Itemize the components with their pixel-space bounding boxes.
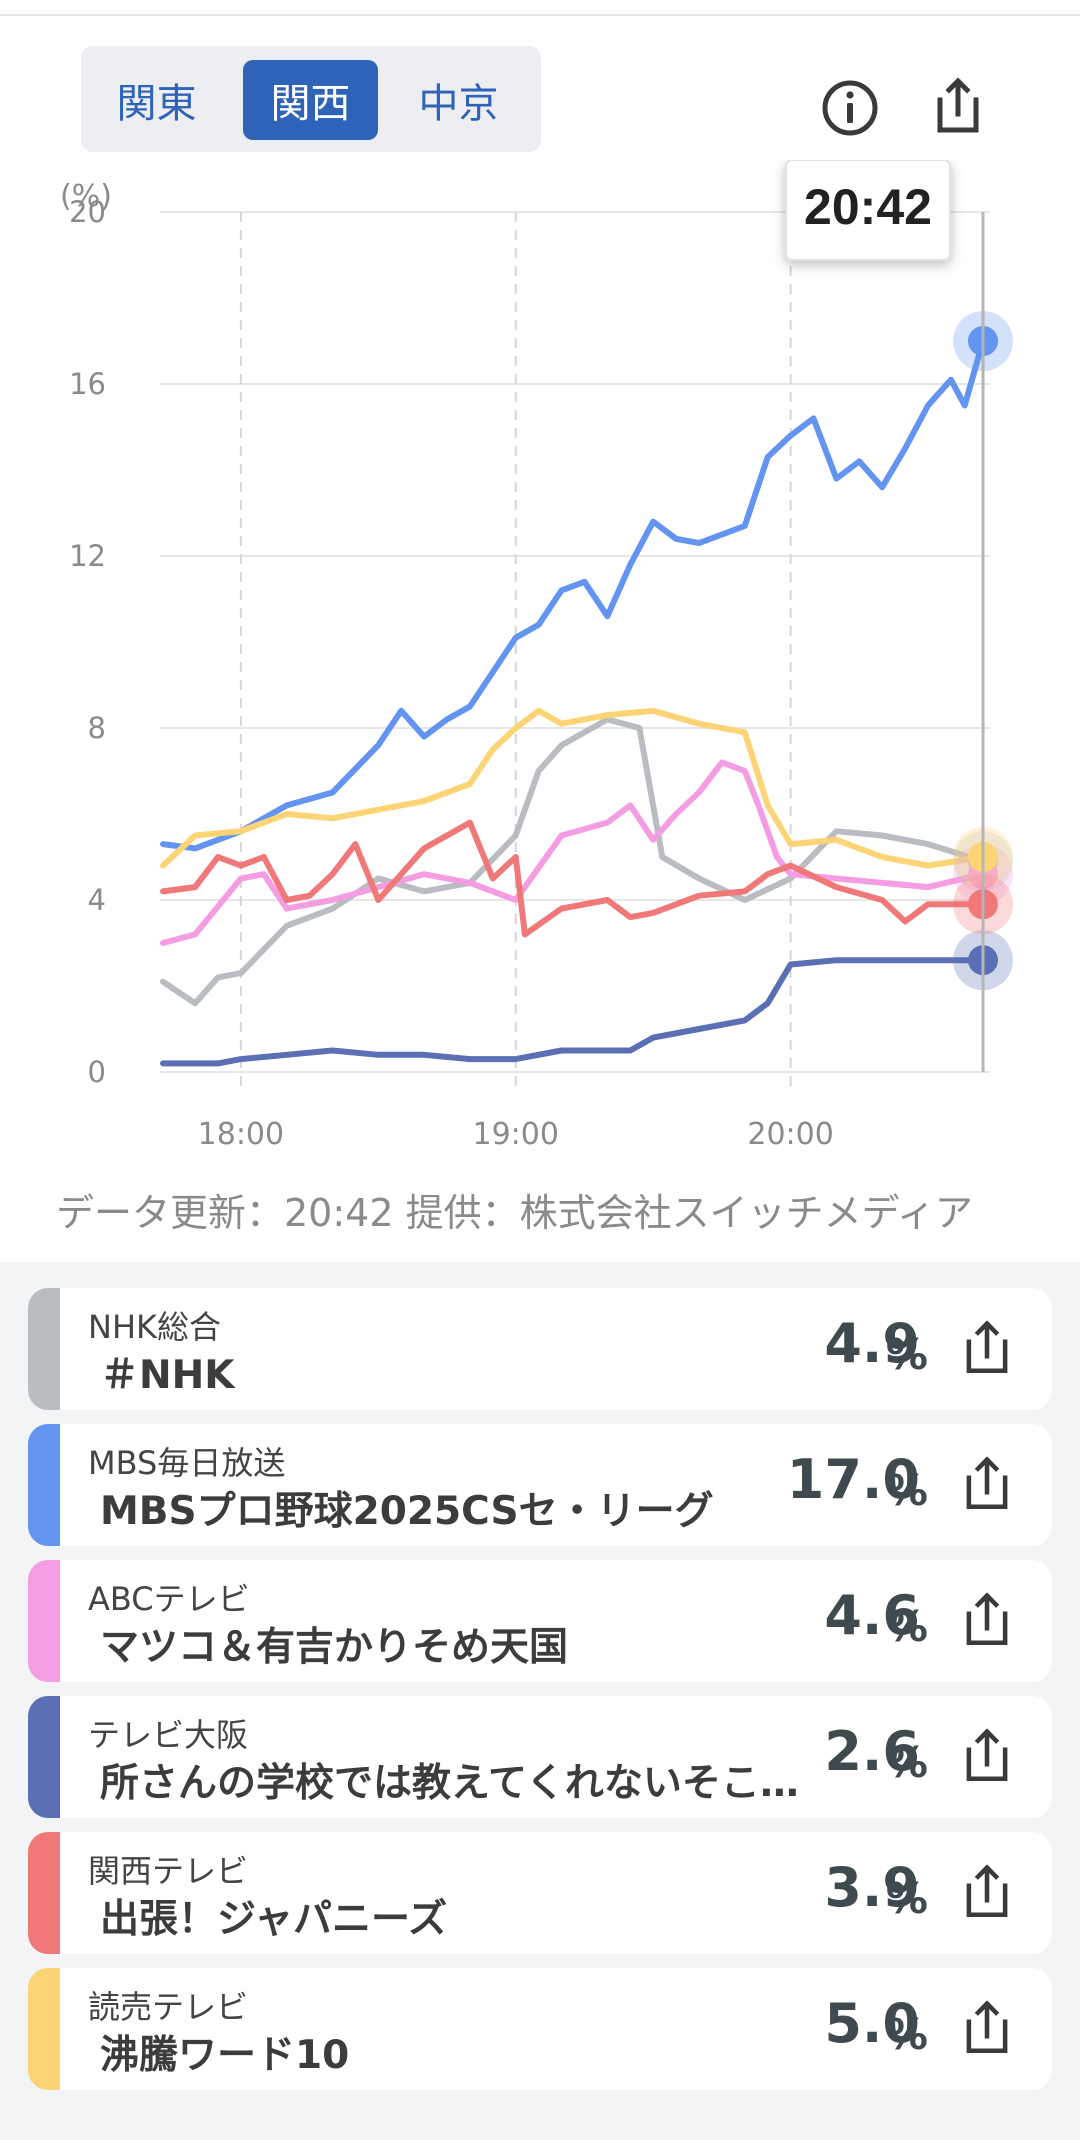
y-tick-label: 0 [88,1055,106,1089]
station-color-bar [28,1832,60,1954]
station-name: ABCテレビ [88,1580,250,1618]
x-tick-label: 20:00 [747,1117,833,1150]
program-title: ＃NHK [100,1353,235,1398]
y-tick-label: 8 [88,711,106,745]
program-title: 所さんの学校では教えてくれないそこんトコロ！ [100,1761,810,1806]
program-card[interactable]: NHK総合 ＃NHK 4.9% [28,1288,1052,1410]
program-list: NHK総合 ＃NHK 4.9% MBS毎日放送 MBSプロ野球2025CSセ・リーグ 17… [0,1262,1080,2140]
info-icon[interactable] [818,76,882,140]
program-card[interactable]: テレビ大阪所さんの学校では教えてくれないそこんトコロ！ 2.6% [28,1696,1052,1818]
series-line-2 [160,759,986,946]
tab-kanto[interactable]: 関東 [116,81,197,127]
program-card[interactable]: ABCテレビマツコ＆有吉かりそめ天国 4.6% [28,1560,1052,1682]
share-icon[interactable] [958,2000,1016,2058]
share-icon[interactable] [958,1320,1016,1378]
tooltip-time: 20:42 [804,179,932,235]
x-tick-label: 19:00 [473,1117,559,1150]
program-title: 出張！ジャパニーズ [100,1897,448,1942]
tab-chukyo[interactable]: 中京 [418,81,499,127]
station-color-bar [28,1696,60,1818]
series-line-1 [160,338,986,852]
station-color-bar [28,1288,60,1410]
program-card[interactable]: 関西テレビ出張！ジャパニーズ 3.9% [28,1832,1052,1954]
rating-value: 17.0 [786,1448,920,1511]
y-tick-label: 4 [88,883,106,917]
tab-kansai[interactable]: 関西 [243,60,378,140]
y-tick-label: 20 [69,195,106,229]
rating-value: 3.9 [824,1856,920,1919]
station-name: テレビ大阪 [88,1716,249,1754]
share-icon[interactable] [958,1456,1016,1514]
data-source-note: データ更新：20:42 提供：株式会社スイッチメディア [56,1191,973,1235]
station-name: 読売テレビ [88,1988,249,2026]
x-tick-label: 18:00 [198,1117,284,1150]
y-tick-label: 16 [69,367,106,401]
rating-unit: % [885,2010,928,2059]
share-icon[interactable] [958,1864,1016,1922]
share-icon[interactable] [958,1728,1016,1786]
rating-unit: % [885,1874,928,1923]
rating-value: 4.9 [824,1312,920,1375]
station-color-bar [28,1424,60,1546]
tooltip: 20:42 [785,160,951,261]
series-line-5 [160,707,986,869]
rating-unit: % [885,1738,928,1787]
station-name: NHK総合 [88,1308,221,1346]
program-title: MBSプロ野球2025CSセ・リーグ [100,1489,714,1534]
y-axis-label: (%) [60,179,112,214]
station-color-bar [28,1968,60,2090]
station-color-bar [28,1560,60,1682]
program-card[interactable]: 読売テレビ沸騰ワード10 5.0% [28,1968,1052,2090]
series-line-3 [160,957,986,1067]
series-line-0 [160,716,986,1007]
station-name: MBS毎日放送 [88,1444,286,1482]
station-name: 関西テレビ [88,1852,249,1890]
series-line-4 [160,819,986,938]
program-card[interactable]: MBS毎日放送 MBSプロ野球2025CSセ・リーグ 17.0% [28,1424,1052,1546]
rating-value: 4.6 [824,1584,920,1647]
program-title: 沸騰ワード10 [100,2033,350,2078]
region-tabs: 関東 関西 中京 [81,46,541,152]
rating-unit: % [885,1330,928,1379]
program-title: マツコ＆有吉かりそめ天国 [100,1625,569,1670]
rating-unit: % [885,1602,928,1651]
y-tick-label: 12 [69,539,106,573]
rating-value: 5.0 [824,1992,920,2055]
share-icon[interactable] [958,1592,1016,1650]
ratings-chart: 0 4 8 12 16 20 18:00 19:00 20:00 20:42 (%) [60,160,1013,1150]
rating-value: 2.6 [824,1720,920,1783]
top-divider [0,14,1080,16]
share-icon[interactable] [926,76,990,140]
rating-unit: % [885,1466,928,1515]
